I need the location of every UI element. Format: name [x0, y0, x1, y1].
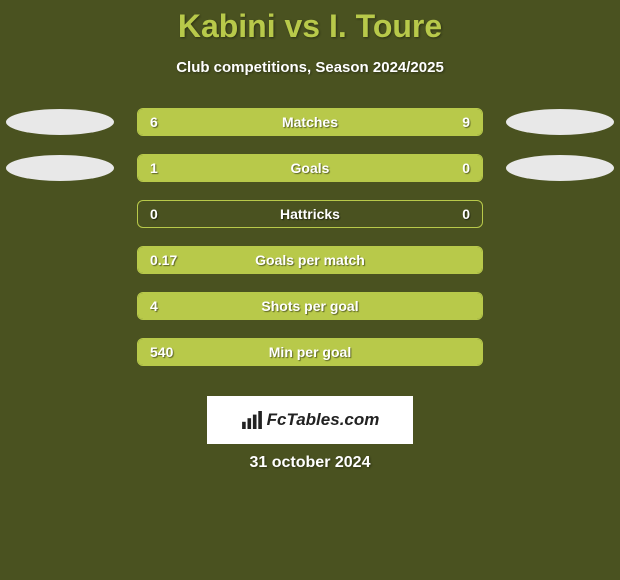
- bar-chart-icon: [241, 411, 263, 429]
- stat-bar-track: 69Matches: [137, 108, 483, 136]
- stat-bar-right: [403, 155, 482, 181]
- stat-value-right: 0: [462, 201, 470, 227]
- stat-bar-track: 540Min per goal: [137, 338, 483, 366]
- stat-bar-track: 0.17Goals per match: [137, 246, 483, 274]
- stat-row: 10Goals: [0, 154, 620, 182]
- stat-value-left: 0.17: [150, 247, 177, 273]
- stat-bar-left: [138, 293, 482, 319]
- stat-row: 4Shots per goal: [0, 292, 620, 320]
- player-ellipse-right: [506, 109, 614, 135]
- stat-value-left: 4: [150, 293, 158, 319]
- player-ellipse-right: [506, 155, 614, 181]
- stat-value-right: 9: [462, 109, 470, 135]
- logo-box: FcTables.com: [207, 396, 413, 444]
- stats-container: 69Matches10Goals00Hattricks0.17Goals per…: [0, 108, 620, 366]
- player-ellipse-left: [6, 155, 114, 181]
- stat-bar-track: 0 0Hattricks: [137, 200, 483, 228]
- stat-value-left: 6: [150, 109, 158, 135]
- stat-bar-left: [138, 339, 482, 365]
- date-text: 31 october 2024: [0, 454, 620, 472]
- stat-row: 540Min per goal: [0, 338, 620, 366]
- stat-bar-track: 10Goals: [137, 154, 483, 182]
- stat-value-left: 1: [150, 155, 158, 181]
- stat-label: Hattricks: [138, 201, 482, 227]
- stat-value-left: 0: [150, 201, 158, 227]
- stat-row: 0.17Goals per match: [0, 246, 620, 274]
- stat-bar-right: [276, 109, 482, 135]
- logo: FcTables.com: [241, 410, 380, 430]
- subtitle: Club competitions, Season 2024/2025: [0, 59, 620, 76]
- logo-text: FcTables.com: [267, 410, 380, 430]
- stat-bar-left: [138, 247, 482, 273]
- stat-value-right: 0: [462, 155, 470, 181]
- stat-row: 0 0Hattricks: [0, 200, 620, 228]
- stat-bar-left: [138, 155, 403, 181]
- stat-row: 69Matches: [0, 108, 620, 136]
- stat-value-left: 540: [150, 339, 173, 365]
- player-ellipse-left: [6, 109, 114, 135]
- page-title: Kabini vs I. Toure: [0, 0, 620, 45]
- stat-bar-track: 4Shots per goal: [137, 292, 483, 320]
- stat-bar-left: [138, 109, 276, 135]
